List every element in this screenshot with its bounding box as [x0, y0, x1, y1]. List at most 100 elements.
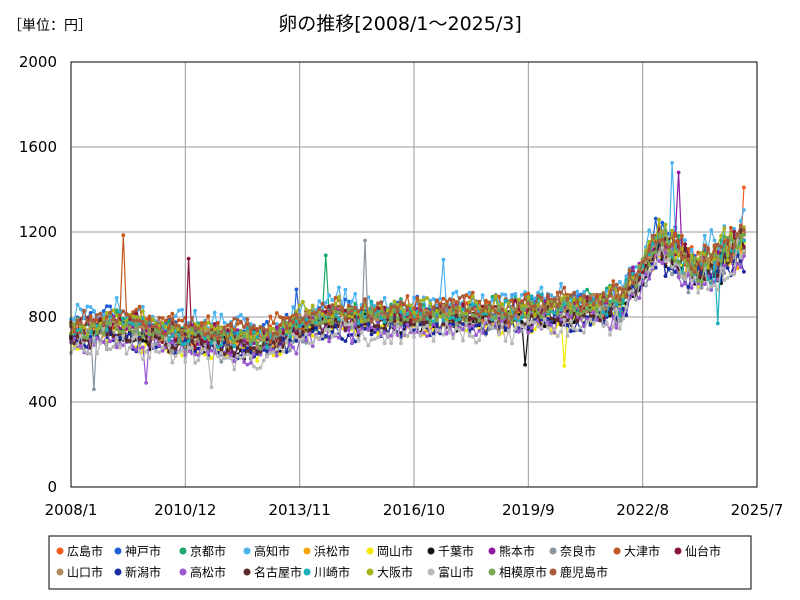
data-point: [252, 352, 256, 356]
grid: [70, 61, 758, 488]
data-point: [340, 308, 344, 313]
data-point: [216, 345, 220, 350]
data-point: [418, 303, 423, 307]
data-point: [163, 336, 168, 341]
data-point: [484, 317, 488, 321]
data-point: [421, 322, 426, 326]
data-point: [176, 318, 181, 322]
x-tick-label: 2025/7: [731, 501, 784, 519]
data-point: [729, 225, 733, 230]
data-point: [82, 349, 86, 353]
data-point: [644, 283, 648, 287]
data-point: [170, 311, 175, 316]
data-point: [405, 322, 410, 327]
data-point: [131, 314, 136, 318]
data-point: [98, 321, 103, 326]
data-point: [572, 290, 576, 295]
data-point: [134, 311, 139, 316]
data-point: [477, 328, 482, 333]
data-point: [572, 308, 576, 312]
data-point: [497, 294, 501, 299]
data-point: [154, 335, 158, 339]
data-point: [216, 354, 220, 359]
data-point: [529, 325, 534, 330]
data-point: [353, 339, 358, 344]
y-axis-ticks: 0 400 800 1200 1600 2000: [19, 53, 57, 496]
data-point: [650, 234, 655, 238]
data-point: [167, 326, 171, 330]
data-point: [219, 342, 224, 347]
data-point: [686, 264, 691, 269]
data-point: [425, 308, 429, 313]
data-point: [294, 312, 299, 317]
data-point: [461, 338, 465, 343]
data-point: [575, 319, 580, 324]
data-point: [601, 291, 606, 296]
data-point: [150, 324, 155, 329]
data-point: [95, 351, 99, 356]
data-point: [552, 297, 557, 302]
data-point: [539, 315, 544, 320]
data-point: [421, 308, 426, 313]
data-point: [624, 278, 629, 282]
data-point: [222, 352, 227, 357]
data-point: [147, 342, 152, 347]
data-point: [186, 345, 191, 350]
data-point: [317, 336, 322, 341]
data-point: [203, 339, 207, 344]
data-point: [255, 341, 260, 345]
data-point: [359, 327, 364, 332]
data-point: [742, 208, 746, 212]
data-point: [402, 302, 407, 307]
data-point: [392, 325, 397, 329]
data-point: [134, 329, 139, 334]
data-point: [376, 306, 380, 311]
data-point: [209, 385, 214, 389]
legend-label: 相模原市: [499, 565, 547, 580]
data-point: [144, 328, 149, 333]
data-point: [121, 233, 126, 238]
data-point: [418, 334, 423, 338]
legend-label: 鹿児島市: [560, 565, 608, 580]
data-point: [376, 317, 380, 322]
data-point: [644, 251, 648, 256]
data-point: [199, 341, 204, 346]
data-point: [448, 297, 452, 302]
data-point: [412, 328, 416, 333]
data-point: [209, 348, 214, 353]
data-point: [173, 314, 178, 318]
data-point: [644, 256, 648, 261]
data-point: [477, 322, 482, 327]
data-point: [503, 326, 508, 331]
data-point: [467, 316, 472, 321]
legend-label: 広島市: [67, 544, 103, 559]
data-point: [405, 294, 410, 298]
data-point: [611, 295, 616, 299]
data-point: [163, 332, 168, 337]
data-point: [657, 252, 661, 257]
data-point: [474, 300, 478, 305]
data-point: [624, 274, 629, 279]
data-point: [141, 309, 145, 314]
data-point: [239, 339, 243, 343]
data-point: [562, 297, 567, 302]
data-point: [379, 309, 384, 314]
data-point: [85, 304, 90, 309]
data-point: [565, 297, 570, 302]
data-point: [431, 319, 436, 324]
data-point: [559, 329, 563, 334]
data-point: [673, 249, 678, 254]
data-point: [196, 346, 201, 351]
legend-label: 浜松市: [314, 544, 350, 559]
data-point: [474, 311, 478, 316]
data-point: [239, 319, 243, 324]
data-point: [451, 322, 456, 326]
data-point: [451, 311, 456, 316]
data-point: [314, 325, 318, 330]
data-point: [670, 272, 674, 277]
data-point: [742, 269, 746, 274]
data-point: [676, 260, 681, 265]
data-point: [131, 345, 136, 349]
data-point: [206, 328, 211, 332]
data-point: [428, 322, 433, 327]
